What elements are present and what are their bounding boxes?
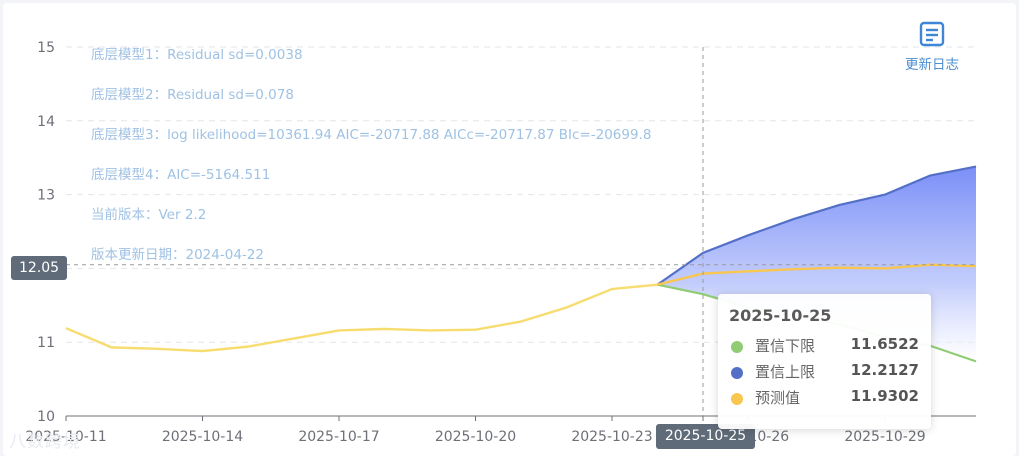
series-line-history [65,283,658,353]
document-icon [919,21,945,47]
note-version: 当前版本：Ver 2.2 [91,207,207,223]
x-tick-label: 2025-10-11 [25,429,106,445]
tooltip-name-lower: 置信下限 [755,337,816,355]
tooltip-row-forecast: 预测值 11.9302 [729,387,919,413]
tooltip-title: 2025-10-25 [729,306,832,325]
tooltip: 2025-10-25 置信下限 11.6522 置信上限 12.2127 预测值… [718,294,931,429]
tooltip-name-upper: 置信上限 [755,363,816,381]
x-tick-label: 2025-10-20 [435,429,516,445]
tooltip-value-upper: 12.2127 [850,361,919,379]
series-line-forecast [657,263,977,286]
axis-pointer [66,47,976,416]
grid [66,46,976,343]
chart-panel: 1011121314152025-10-112025-10-142025-10-… [3,3,1016,456]
tooltip-row-upper: 置信上限 12.2127 [729,361,919,387]
x-tick-label: 2025-10-23 [571,429,652,445]
tooltip-dot-upper [731,367,743,379]
note-model-3: 底层模型3：log likelihood=10361.94 AIC=-20717… [91,127,652,143]
y-tick-label: 10 [37,409,55,425]
tooltip-row-lower: 置信下限 11.6522 [729,335,919,361]
tooltip-dot-forecast [731,393,743,405]
x-tick-label: 2025-10-14 [162,429,243,445]
update-log-button[interactable]: 更新日志 [899,21,965,73]
y-tick-label: 11 [37,335,55,351]
note-model-1: 底层模型1：Residual sd=0.0038 [91,47,303,63]
y-axis-pointer-label: 12.05 [11,256,67,280]
y-tick-label: 15 [37,40,55,56]
y-tick-label: 14 [37,114,55,130]
note-update-date: 版本更新日期：2024-04-22 [91,247,264,263]
tooltip-dot-lower [731,341,743,353]
y-tick-label: 13 [37,188,55,204]
tooltip-value-forecast: 11.9302 [850,387,919,405]
note-model-4: 底层模型4：AIC=-5164.511 [91,167,271,183]
series-line-upper [656,165,977,286]
update-log-label: 更新日志 [905,57,959,73]
x-tick-label: 2025-10-29 [844,429,925,445]
x-tick-label: 2025-10-17 [298,429,379,445]
watermark: 八数跨境 [9,432,81,452]
tooltip-value-lower: 11.6522 [850,335,919,353]
tooltip-name-forecast: 预测值 [755,389,801,407]
note-model-2: 底层模型2：Residual sd=0.078 [91,87,294,103]
